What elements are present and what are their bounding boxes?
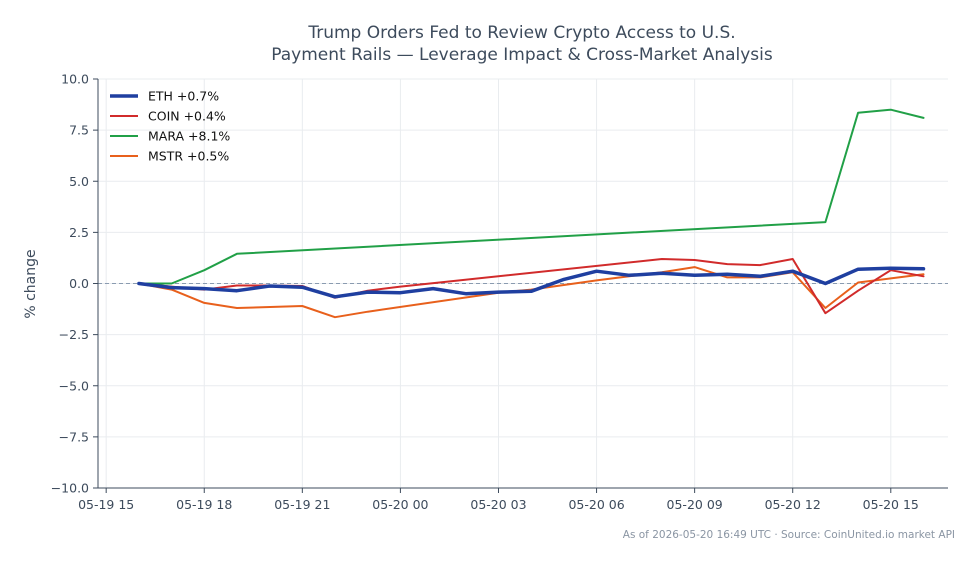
x-tick-label: 05-19 18	[176, 497, 232, 512]
x-tick-label: 05-20 15	[863, 497, 919, 512]
y-tick-label: 7.5	[69, 123, 89, 138]
y-tick-label: −2.5	[59, 327, 89, 342]
x-tick-label: 05-20 00	[372, 497, 428, 512]
x-tick-label: 05-20 06	[568, 497, 624, 512]
x-ticks: 05-19 15 05-19 18 05-19 21 05-20 00 05-20 03…	[78, 488, 919, 512]
legend-label-mara: MARA +8.1%	[148, 129, 230, 144]
x-tick-label: 05-19 21	[274, 497, 330, 512]
y-tick-label: 5.0	[69, 174, 89, 189]
y-tick-label: −7.5	[59, 429, 89, 444]
footer-note: As of 2026-05-20 16:49 UTC · Source: Coi…	[623, 529, 955, 541]
legend-label-mstr: MSTR +0.5%	[148, 149, 229, 164]
legend-label-eth: ETH +0.7%	[148, 89, 219, 104]
y-tick-label: 10.0	[61, 72, 89, 87]
y-tick-label: −10.0	[51, 481, 89, 496]
legend-label-coin: COIN +0.4%	[148, 109, 226, 124]
x-tick-label: 05-20 03	[470, 497, 526, 512]
chart-title-line-2: Payment Rails — Leverage Impact & Cross-…	[271, 45, 773, 65]
series-layer	[137, 108, 926, 319]
y-tick-label: 0.0	[69, 276, 89, 291]
chart-title-line-1: Trump Orders Fed to Review Crypto Access…	[307, 23, 735, 43]
x-tick-label: 05-19 15	[78, 497, 134, 512]
x-tick-label: 05-20 12	[765, 497, 821, 512]
series-line-coin	[137, 258, 925, 315]
legend: ETH +0.7% COIN +0.4% MARA +8.1% MSTR +0.5%	[110, 89, 230, 164]
y-ticks: 10.0 7.5 5.0 2.5 0.0 −2.5 −5.0 −7.5 −10.0	[51, 72, 98, 496]
series-line-eth	[137, 266, 926, 299]
series-line-mstr	[137, 266, 925, 319]
series-line-mara	[137, 108, 925, 285]
y-axis-label: % change	[23, 249, 39, 318]
y-tick-label: 2.5	[69, 225, 89, 240]
x-tick-label: 05-20 09	[667, 497, 723, 512]
y-tick-label: −5.0	[59, 378, 89, 393]
